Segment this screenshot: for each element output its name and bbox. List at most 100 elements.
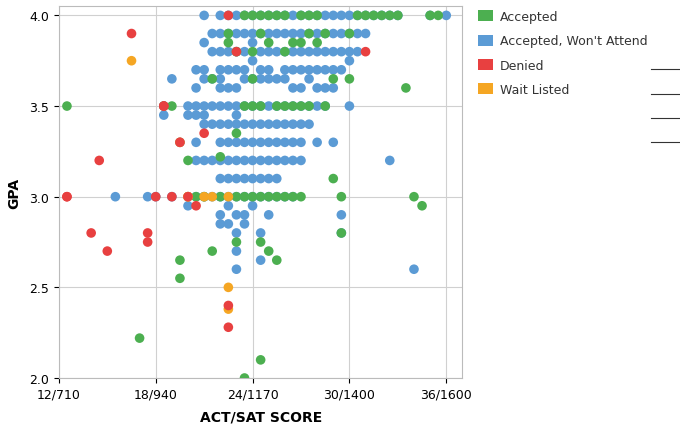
Accepted, Won't Attend bbox=[288, 140, 299, 147]
Accepted bbox=[215, 194, 226, 201]
Accepted, Won't Attend bbox=[223, 31, 234, 38]
Accepted, Won't Attend bbox=[255, 49, 266, 56]
Accepted bbox=[271, 257, 282, 264]
Denied bbox=[126, 31, 137, 38]
Accepted, Won't Attend bbox=[207, 121, 218, 128]
Accepted, Won't Attend bbox=[215, 67, 226, 74]
Accepted bbox=[223, 40, 234, 47]
Accepted, Won't Attend bbox=[296, 140, 307, 147]
Denied bbox=[223, 324, 234, 331]
Accepted, Won't Attend bbox=[199, 67, 209, 74]
Accepted bbox=[247, 13, 258, 20]
Accepted, Won't Attend bbox=[425, 13, 436, 20]
Accepted, Won't Attend bbox=[304, 49, 315, 56]
Accepted, Won't Attend bbox=[182, 194, 193, 201]
Accepted, Won't Attend bbox=[271, 121, 282, 128]
Accepted, Won't Attend bbox=[352, 13, 363, 20]
Accepted, Won't Attend bbox=[239, 158, 250, 165]
Accepted, Won't Attend bbox=[231, 49, 242, 56]
Accepted, Won't Attend bbox=[271, 13, 282, 20]
Accepted, Won't Attend bbox=[223, 121, 234, 128]
Accepted, Won't Attend bbox=[328, 67, 339, 74]
Accepted bbox=[336, 230, 347, 237]
Accepted, Won't Attend bbox=[296, 13, 307, 20]
Accepted bbox=[344, 31, 355, 38]
Accepted, Won't Attend bbox=[344, 58, 355, 65]
Accepted, Won't Attend bbox=[311, 13, 322, 20]
Accepted, Won't Attend bbox=[255, 176, 266, 183]
Accepted, Won't Attend bbox=[190, 194, 201, 201]
Accepted, Won't Attend bbox=[215, 49, 226, 56]
Accepted bbox=[231, 49, 242, 56]
Wait Listed bbox=[223, 194, 234, 201]
Accepted, Won't Attend bbox=[239, 103, 250, 110]
Accepted, Won't Attend bbox=[255, 158, 266, 165]
Denied bbox=[182, 194, 193, 201]
Accepted, Won't Attend bbox=[376, 13, 387, 20]
Wait Listed bbox=[182, 194, 193, 201]
Accepted bbox=[231, 239, 242, 246]
Accepted bbox=[384, 13, 395, 20]
Accepted bbox=[288, 194, 299, 201]
Accepted, Won't Attend bbox=[215, 121, 226, 128]
Accepted, Won't Attend bbox=[158, 112, 169, 119]
Wait Listed bbox=[126, 58, 137, 65]
Accepted, Won't Attend bbox=[215, 76, 226, 83]
Accepted bbox=[360, 13, 371, 20]
Accepted, Won't Attend bbox=[231, 248, 242, 255]
Accepted, Won't Attend bbox=[320, 49, 330, 56]
Legend: Accepted, Accepted, Won't Attend, Denied, Wait Listed: Accepted, Accepted, Won't Attend, Denied… bbox=[473, 6, 653, 101]
Denied bbox=[190, 203, 201, 210]
Accepted, Won't Attend bbox=[215, 31, 226, 38]
Accepted, Won't Attend bbox=[199, 158, 209, 165]
Accepted, Won't Attend bbox=[190, 85, 201, 92]
Accepted, Won't Attend bbox=[271, 176, 282, 183]
Accepted bbox=[263, 40, 274, 47]
Denied bbox=[94, 158, 105, 165]
Accepted, Won't Attend bbox=[311, 31, 322, 38]
Accepted bbox=[320, 103, 330, 110]
Accepted bbox=[288, 40, 299, 47]
Accepted, Won't Attend bbox=[207, 31, 218, 38]
Accepted bbox=[239, 13, 250, 20]
Accepted, Won't Attend bbox=[223, 85, 234, 92]
Accepted, Won't Attend bbox=[231, 176, 242, 183]
Accepted, Won't Attend bbox=[263, 158, 274, 165]
Accepted, Won't Attend bbox=[279, 31, 290, 38]
Accepted, Won't Attend bbox=[215, 194, 226, 201]
Accepted, Won't Attend bbox=[288, 67, 299, 74]
Accepted bbox=[134, 335, 145, 342]
Accepted bbox=[199, 194, 209, 201]
Accepted, Won't Attend bbox=[239, 221, 250, 228]
Accepted bbox=[425, 13, 436, 20]
Accepted, Won't Attend bbox=[368, 13, 379, 20]
Accepted, Won't Attend bbox=[311, 67, 322, 74]
Wait Listed bbox=[175, 140, 186, 147]
Accepted bbox=[304, 103, 315, 110]
Accepted, Won't Attend bbox=[263, 121, 274, 128]
Accepted, Won't Attend bbox=[215, 176, 226, 183]
Accepted, Won't Attend bbox=[336, 31, 347, 38]
Accepted, Won't Attend bbox=[296, 67, 307, 74]
Accepted, Won't Attend bbox=[279, 121, 290, 128]
Accepted, Won't Attend bbox=[279, 13, 290, 20]
Accepted bbox=[311, 40, 322, 47]
Accepted, Won't Attend bbox=[247, 121, 258, 128]
Accepted, Won't Attend bbox=[207, 49, 218, 56]
Accepted, Won't Attend bbox=[239, 121, 250, 128]
Accepted, Won't Attend bbox=[223, 176, 234, 183]
Accepted, Won't Attend bbox=[247, 58, 258, 65]
Wait Listed bbox=[199, 194, 209, 201]
Accepted, Won't Attend bbox=[288, 13, 299, 20]
Accepted, Won't Attend bbox=[247, 203, 258, 210]
Accepted, Won't Attend bbox=[231, 158, 242, 165]
Accepted, Won't Attend bbox=[199, 103, 209, 110]
Accepted bbox=[207, 248, 218, 255]
Accepted, Won't Attend bbox=[247, 176, 258, 183]
Accepted, Won't Attend bbox=[255, 76, 266, 83]
Accepted bbox=[247, 194, 258, 201]
Denied bbox=[150, 194, 161, 201]
Accepted, Won't Attend bbox=[190, 67, 201, 74]
Accepted bbox=[255, 13, 266, 20]
Accepted, Won't Attend bbox=[263, 76, 274, 83]
